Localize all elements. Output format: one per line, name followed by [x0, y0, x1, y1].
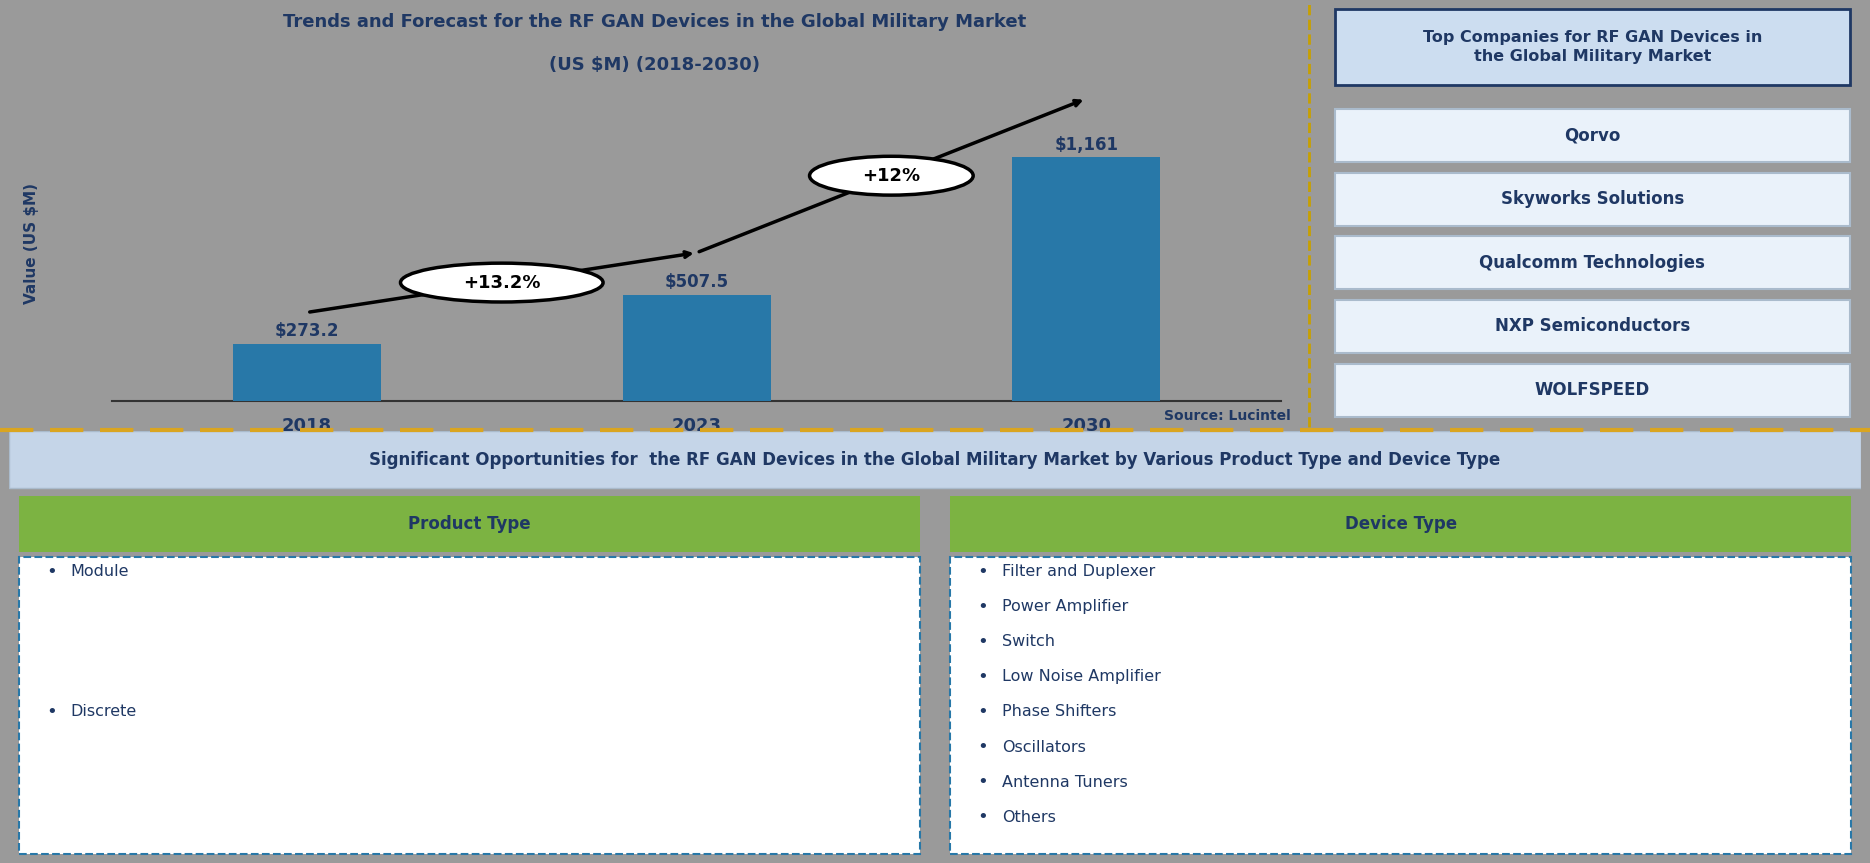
Text: •: •: [47, 703, 58, 721]
Text: Value (US $M): Value (US $M): [24, 183, 39, 305]
Bar: [1012, 157, 1159, 401]
Text: Qualcomm Technologies: Qualcomm Technologies: [1479, 254, 1705, 272]
Text: $273.2: $273.2: [275, 322, 338, 340]
Text: Device Type: Device Type: [1345, 515, 1457, 533]
Text: Module: Module: [71, 564, 129, 579]
Text: Top Companies for RF GAN Devices in
the Global Military Market: Top Companies for RF GAN Devices in the …: [1423, 29, 1762, 65]
Text: Phase Shifters: Phase Shifters: [1002, 704, 1116, 720]
Text: +13.2%: +13.2%: [464, 274, 540, 292]
FancyBboxPatch shape: [1335, 9, 1849, 85]
Text: •: •: [978, 563, 989, 581]
Text: •: •: [978, 668, 989, 686]
Text: NXP Semiconductors: NXP Semiconductors: [1494, 318, 1690, 336]
Text: WOLFSPEED: WOLFSPEED: [1535, 381, 1649, 399]
FancyBboxPatch shape: [1335, 363, 1849, 417]
FancyBboxPatch shape: [1335, 109, 1849, 162]
FancyBboxPatch shape: [950, 557, 1851, 854]
Ellipse shape: [400, 263, 602, 302]
Text: Skyworks Solutions: Skyworks Solutions: [1502, 190, 1683, 208]
Text: $1,161: $1,161: [1055, 135, 1118, 154]
Text: Others: Others: [1002, 809, 1055, 825]
Text: •: •: [47, 563, 58, 581]
FancyBboxPatch shape: [1335, 236, 1849, 289]
Text: Qorvo: Qorvo: [1563, 126, 1621, 144]
FancyBboxPatch shape: [19, 557, 920, 854]
Bar: [623, 295, 770, 401]
Text: Antenna Tuners: Antenna Tuners: [1002, 775, 1128, 790]
Text: •: •: [978, 703, 989, 721]
Bar: [234, 344, 381, 401]
Text: Significant Opportunities for  the RF GAN Devices in the Global Military Market : Significant Opportunities for the RF GAN…: [370, 450, 1500, 469]
Text: •: •: [978, 773, 989, 791]
Text: •: •: [978, 633, 989, 651]
FancyBboxPatch shape: [19, 496, 920, 552]
Text: +12%: +12%: [862, 167, 920, 185]
Text: Discrete: Discrete: [71, 704, 137, 720]
Text: •: •: [978, 738, 989, 756]
Text: Low Noise Amplifier: Low Noise Amplifier: [1002, 670, 1161, 684]
Text: Oscillators: Oscillators: [1002, 740, 1085, 754]
Text: Switch: Switch: [1002, 634, 1055, 649]
Text: Product Type: Product Type: [408, 515, 531, 533]
FancyBboxPatch shape: [1335, 299, 1849, 353]
Text: Source: Lucintel: Source: Lucintel: [1163, 409, 1290, 423]
Text: (US $M) (2018-2030): (US $M) (2018-2030): [550, 56, 759, 74]
Text: $507.5: $507.5: [664, 273, 729, 291]
Ellipse shape: [810, 156, 972, 195]
FancyBboxPatch shape: [9, 432, 1861, 488]
Text: Power Amplifier: Power Amplifier: [1002, 599, 1128, 614]
FancyBboxPatch shape: [950, 496, 1851, 552]
Text: •: •: [978, 808, 989, 826]
Text: Filter and Duplexer: Filter and Duplexer: [1002, 564, 1156, 579]
Text: •: •: [978, 598, 989, 616]
FancyBboxPatch shape: [1335, 173, 1849, 225]
Text: Trends and Forecast for the RF GAN Devices in the Global Military Market: Trends and Forecast for the RF GAN Devic…: [282, 13, 1027, 31]
